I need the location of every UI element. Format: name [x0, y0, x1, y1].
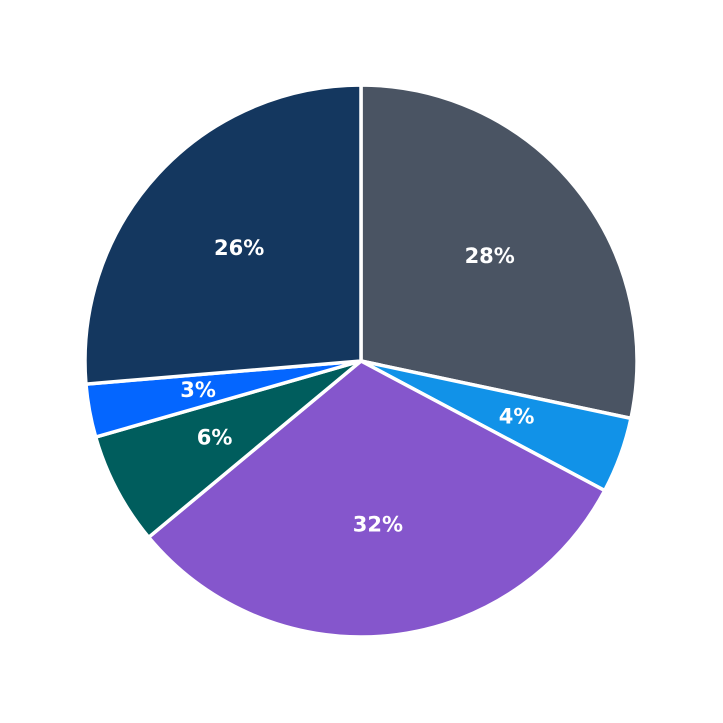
slice-label: 3%: [180, 378, 216, 402]
slice-label: 28%: [465, 244, 515, 268]
slice-label: 4%: [499, 405, 535, 429]
slice-label: 32%: [353, 513, 403, 537]
pie-slice: [83, 83, 363, 386]
pie-slice: [359, 83, 639, 421]
pie-slice: [146, 359, 607, 639]
slice-label: 26%: [214, 236, 264, 260]
slice-label: 6%: [197, 425, 233, 449]
pie-slice: [93, 359, 363, 540]
